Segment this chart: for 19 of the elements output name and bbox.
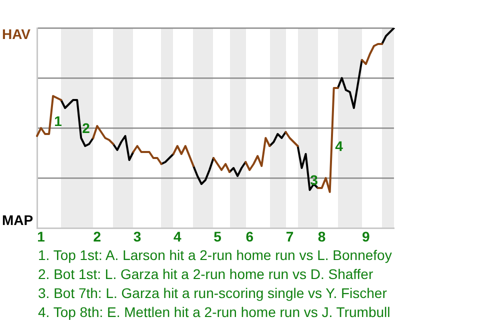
x-tick-label: 8 xyxy=(318,228,326,244)
x-tick-label: 2 xyxy=(93,228,102,244)
x-tick-label: 3 xyxy=(133,228,142,244)
x-tick-label: 5 xyxy=(214,228,222,244)
text: 2. Bot 1st: L. Garza hit a 2-run home run vs D. Shaffer xyxy=(38,265,374,284)
x-tick-label: 4 xyxy=(173,228,182,244)
text: MAP xyxy=(2,212,34,228)
text: 4. Top 8th: E. Mettlen hit a 2-run home run vs J. Trumbull xyxy=(38,303,392,320)
text: HAV xyxy=(2,26,31,42)
x-tick-label: 6 xyxy=(246,228,254,244)
text: 3. Bot 7th: L. Garza hit a run-scoring single vs Y. Fischer xyxy=(38,284,388,303)
x-tick-label: 1 xyxy=(37,228,46,244)
x-tick-label: 9 xyxy=(362,228,370,244)
annotation: 2 xyxy=(82,120,90,136)
annotation: 1 xyxy=(54,113,62,129)
x-tick-label: 7 xyxy=(286,228,294,244)
annotation: 3 xyxy=(310,172,318,188)
annotation: 4 xyxy=(335,138,343,154)
text: 1. Top 1st: A. Larson hit a 2-run home run vs L. Bonnefoy xyxy=(38,246,392,265)
